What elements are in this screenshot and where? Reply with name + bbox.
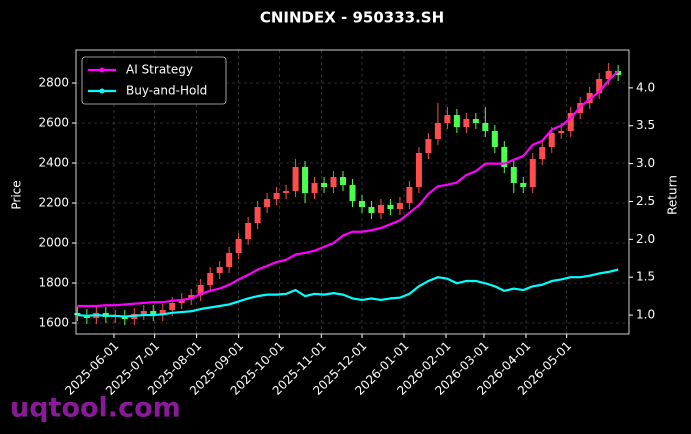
chart-title: CNINDEX - 950333.SH [260, 9, 444, 27]
y-axis-label: Price [10, 180, 24, 209]
candle-body [520, 183, 527, 187]
candle-body [197, 285, 204, 295]
y2-axis-label: Return [666, 175, 680, 215]
candle-body [396, 203, 403, 209]
candle-body [245, 223, 252, 239]
y2-tick-label: 3.5 [636, 118, 655, 132]
candle-body [415, 153, 422, 187]
candle-body [425, 139, 432, 153]
candle-body [358, 201, 365, 207]
candle-body [444, 115, 451, 123]
candle-body [283, 191, 290, 193]
candle-body [74, 313, 81, 315]
candle-body [321, 183, 328, 187]
candle-body [501, 147, 508, 167]
candle-body [510, 167, 517, 183]
y-tick-label: 2800 [38, 76, 69, 90]
legend-marker [99, 88, 105, 94]
candle-body [605, 71, 612, 79]
candle-body [387, 205, 394, 209]
candle-body [539, 147, 546, 159]
candle-body [548, 133, 555, 147]
watermark: uqtool.com [10, 393, 181, 424]
y2-tick-label: 2.0 [636, 232, 655, 246]
candle-body [368, 207, 375, 213]
candle-body [159, 310, 166, 315]
candle-body [235, 239, 242, 253]
candle-body [254, 207, 261, 223]
return-line [77, 70, 619, 308]
candle-body [453, 115, 460, 127]
legend-label: AI Strategy [126, 63, 193, 77]
candle-body [311, 183, 318, 193]
mark-layer [74, 63, 622, 325]
candle-body [292, 167, 299, 191]
candle-body [264, 199, 271, 207]
candle-body [482, 123, 489, 131]
candle-body [472, 119, 479, 123]
candle-body [406, 187, 413, 203]
candle-body [273, 193, 280, 199]
candle-body [169, 303, 176, 310]
return-line [77, 268, 619, 318]
legend-marker [99, 67, 105, 73]
candle-body [140, 311, 147, 314]
y-tick-label: 2600 [38, 116, 69, 130]
candle-body [150, 311, 157, 315]
candle-body [207, 273, 214, 285]
y2-tick-label: 1.5 [636, 270, 655, 284]
candle-body [567, 113, 574, 131]
candle-body [596, 79, 603, 93]
legend-label: Buy-and-Hold [126, 84, 207, 98]
candle-body [349, 185, 356, 201]
candle-body [529, 159, 536, 187]
y2-tick-label: 3.0 [636, 156, 655, 170]
y-tick-label: 1800 [38, 276, 69, 290]
y-tick-label: 1600 [38, 316, 69, 330]
candle-body [434, 123, 441, 139]
y2-tick-label: 1.0 [636, 308, 655, 322]
candle-body [330, 177, 337, 187]
candle-body [340, 177, 347, 185]
y2-tick-label: 2.5 [636, 194, 655, 208]
candle-body [216, 267, 223, 273]
candle-body [226, 253, 233, 267]
candle-body [558, 131, 565, 133]
candle-body [615, 71, 622, 75]
candle-body [491, 131, 498, 147]
candle-body [377, 205, 384, 213]
y-tick-label: 2400 [38, 156, 69, 170]
y-tick-label: 2000 [38, 236, 69, 250]
legend-box [81, 56, 227, 105]
y-tick-label: 2200 [38, 196, 69, 210]
plot-frame [75, 49, 630, 335]
y2-tick-label: 4.0 [636, 80, 655, 94]
candle-body [463, 119, 470, 127]
candle-body [302, 167, 309, 193]
candle-body [188, 295, 195, 299]
legend: AI Strategy Buy-and-Hold [81, 56, 227, 105]
